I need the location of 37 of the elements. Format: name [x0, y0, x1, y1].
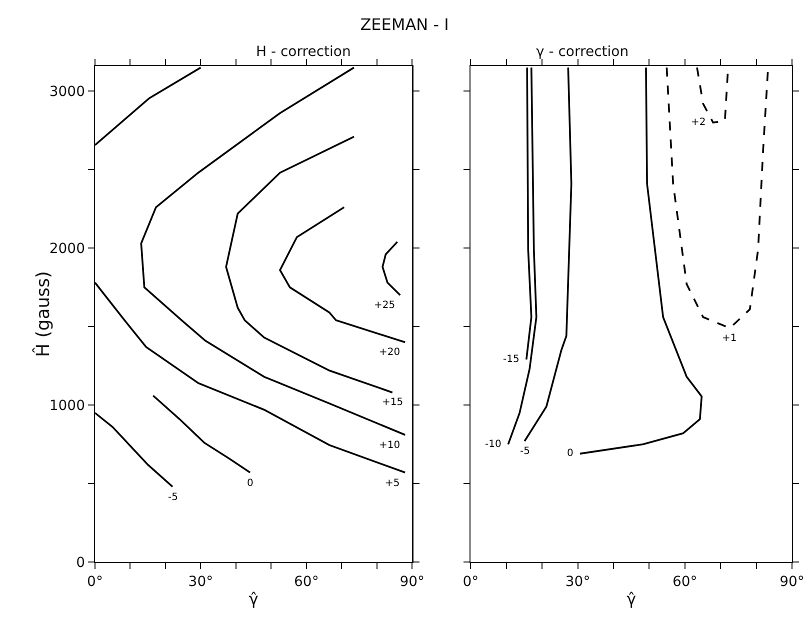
x-axis-title: γ̂ — [626, 590, 636, 609]
line-series — [95, 282, 406, 474]
line-series — [152, 394, 251, 474]
series-label: -15 — [503, 354, 520, 365]
line-series — [95, 412, 174, 488]
series-label: 0 — [247, 478, 254, 489]
series-label: 0 — [567, 448, 574, 459]
series-label: +25 — [374, 300, 396, 311]
x-tick-label: 30° — [565, 574, 590, 590]
series-label: +2 — [691, 117, 706, 128]
x-tick-label: 0° — [462, 574, 479, 590]
y-tick-label: 3000 — [49, 84, 85, 100]
line-series — [140, 66, 406, 436]
series-label: +10 — [379, 440, 400, 451]
x-axis-title: γ̂ — [248, 590, 258, 609]
x-tick-label: 60° — [294, 574, 319, 590]
x-tick-label: 90° — [400, 574, 425, 590]
y-tick-label: 2000 — [49, 240, 85, 257]
x-tick-label: 60° — [672, 574, 698, 590]
series-label: +15 — [382, 397, 404, 408]
chart-subtitle: H - correction — [256, 44, 351, 60]
chart-subtitle: γ - correction — [536, 44, 629, 60]
y-axis-title: Ĥ (gauss) — [32, 271, 54, 357]
x-tick-label: 0° — [87, 574, 103, 590]
series-label: -5 — [520, 446, 530, 457]
y-tick-label: 0 — [76, 554, 85, 571]
x-tick-label: 30° — [188, 574, 214, 590]
series-label: +1 — [722, 333, 737, 344]
line-series — [279, 206, 406, 344]
series-label: -10 — [485, 439, 502, 450]
series-label: +20 — [379, 347, 400, 358]
series-label: +5 — [385, 478, 400, 489]
x-tick-label: 90° — [780, 574, 804, 590]
chart-title: ZEEMAN - I — [360, 14, 449, 34]
series-label: -5 — [168, 492, 178, 503]
y-tick-label: 1000 — [49, 398, 85, 414]
line-series — [382, 240, 402, 296]
